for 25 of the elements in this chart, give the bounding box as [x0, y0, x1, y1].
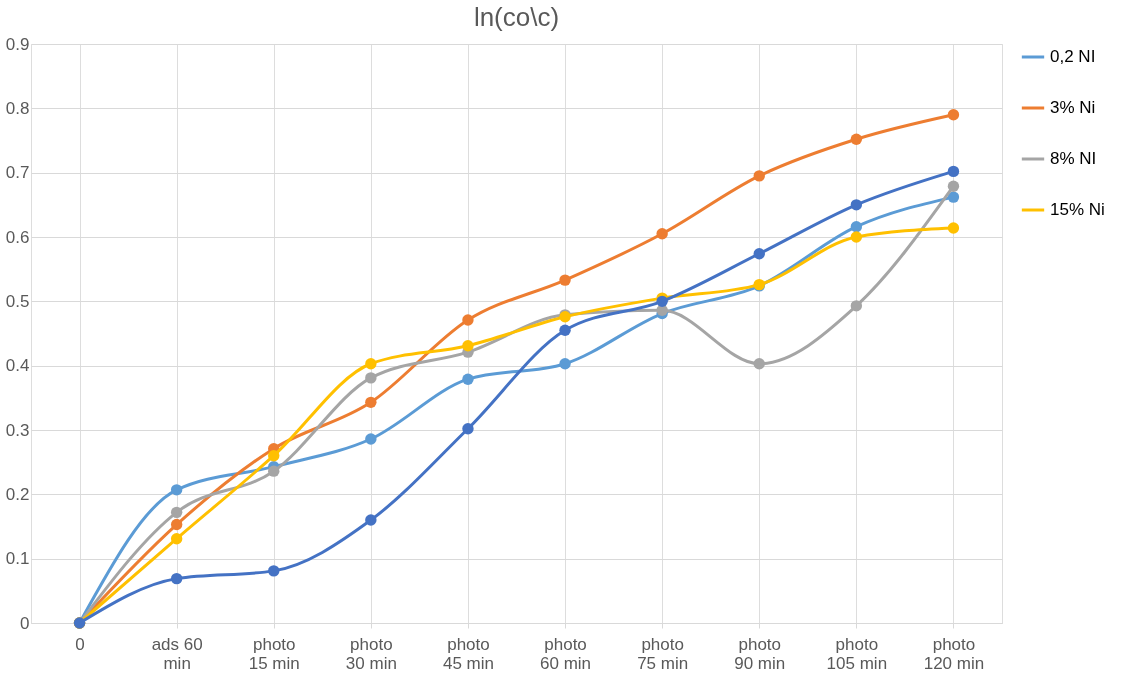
x-tick-label: 0 [75, 634, 85, 654]
x-tick-label: photo 60 min [540, 634, 592, 673]
x-tick-label: photo 45 min [442, 634, 494, 673]
x-tick-label: photo 30 min [345, 634, 397, 673]
x-tick-label: photo 15 min [248, 634, 300, 673]
y-tick-label: 0.4 [5, 356, 30, 376]
x-tick-label: photo 105 min [826, 634, 888, 673]
y-tick-label: 0.2 [5, 484, 30, 504]
x-tick-label: photo 75 min [637, 634, 689, 673]
x-tick-label: ads 60 min [151, 634, 203, 673]
y-tick-label: 0.6 [5, 227, 30, 247]
legend-label: 3% Ni [1050, 98, 1096, 117]
y-tick-label: 0 [20, 613, 30, 633]
y-tick-label: 0.7 [5, 163, 30, 183]
y-tick-label: 0.9 [5, 34, 30, 54]
y-tick-label: 0.1 [5, 549, 30, 569]
legend-label: 0,2 NI [1050, 47, 1096, 66]
chart-title: ln(co\c) [473, 2, 560, 32]
y-tick-label: 0.8 [5, 98, 30, 118]
x-tick-label: photo 90 min [734, 634, 786, 673]
y-tick-label: 0.5 [5, 291, 30, 311]
legend-label: 8% NI [1050, 149, 1097, 168]
legend-label: 15% Ni [1050, 200, 1105, 219]
x-tick-label: photo 120 min [923, 634, 985, 673]
y-tick-label: 0.3 [5, 420, 30, 440]
